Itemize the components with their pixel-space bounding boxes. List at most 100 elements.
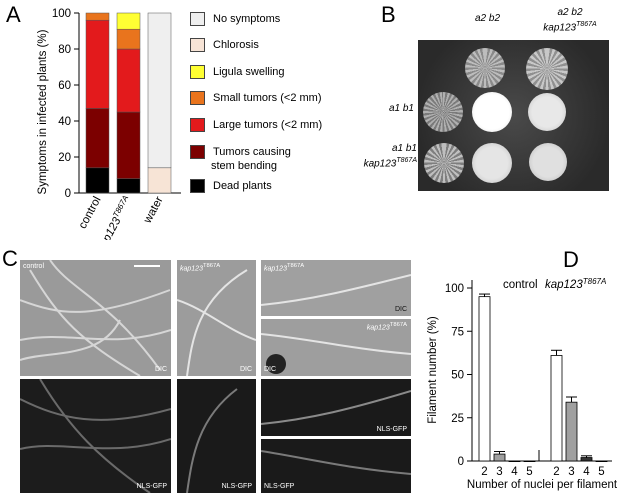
hyphae-drawing <box>20 260 171 376</box>
x-label-water: water <box>141 195 165 226</box>
hypha <box>20 438 171 450</box>
panel-label-d: D <box>563 247 579 272</box>
x-label-kap123-base: kap123 <box>95 215 124 240</box>
dic-label: DIC <box>264 366 277 373</box>
hyphae-drawing <box>261 450 411 475</box>
x-tick-label: 2 <box>553 466 559 478</box>
hyphae-drawing <box>261 274 411 306</box>
symptom-stacked-bar-chart: Symptoms in infected plants (%) 0 20 40 60 8… <box>37 8 181 240</box>
dic-label: DIC <box>394 306 407 313</box>
dic-label: DIC <box>154 366 167 373</box>
legend-dead-plants: Dead plants <box>190 178 272 194</box>
bar-segment <box>147 12 172 169</box>
legend-tumors-stem-bending: Tumors causing <box>190 144 291 160</box>
hypha <box>186 388 238 493</box>
gfp-image-kap1: NLS-GFP <box>177 379 256 493</box>
hypha <box>20 289 171 313</box>
x-tick-label: 2 <box>481 466 487 478</box>
gfp-label: NLS-GFP <box>376 426 407 433</box>
gfp-image-kap3: NLS-GFP <box>261 439 411 493</box>
hyphae-drawing <box>261 333 411 374</box>
bar-segment <box>116 48 141 113</box>
hypha <box>186 269 248 376</box>
bar <box>595 460 608 463</box>
y-tick-label: 50 <box>451 370 464 382</box>
legend-swatch <box>190 38 205 52</box>
bar-segment <box>85 167 110 194</box>
b-row2-line1: a1 b1 <box>391 143 417 154</box>
legend-swatch <box>190 145 205 159</box>
control-label: control <box>23 263 45 270</box>
legend-label: Dead plants <box>213 180 272 192</box>
bar-segment <box>85 19 110 109</box>
b-row2-line2: kap123T867A <box>355 155 417 170</box>
legend-label: Ligula swelling <box>213 66 285 78</box>
kap-label-base: kap123 <box>366 324 390 332</box>
y-tick-label: 100 <box>445 283 464 295</box>
legend-swatch <box>190 65 205 79</box>
legend-chlorosis: Chlorosis <box>190 37 259 53</box>
kap-label: kap123T867A <box>264 263 304 272</box>
b-col2-line1: a2 b2 <box>557 7 583 18</box>
legend-label-continuation: stem bending <box>211 160 278 172</box>
b-col2-sup: T867A <box>576 21 597 28</box>
kap-label: kap123T867A <box>367 322 407 331</box>
gfp-label: NLS-GFP <box>264 483 295 490</box>
legend-ligula-swelling: Ligula swelling <box>190 64 285 80</box>
y-tick-label: 40 <box>58 116 71 128</box>
gfp-label: NLS-GFP <box>136 483 167 490</box>
hypha <box>20 329 171 341</box>
bar-segment <box>147 167 172 194</box>
bar <box>523 460 536 463</box>
hyphae-drawing <box>177 269 256 376</box>
bar-segment <box>116 178 141 194</box>
hypha <box>261 274 411 306</box>
b-row2-label: a1 b1 kap123T867A <box>355 143 417 170</box>
hypha <box>177 299 256 341</box>
legend-swatch <box>190 179 205 193</box>
x-label-control: control <box>77 195 104 231</box>
kap-label-sup: T867A <box>202 263 221 269</box>
gfp-image-kap2: NLS-GFP <box>261 379 411 436</box>
colony <box>529 143 567 181</box>
group-label-kap123-sup: T867A <box>583 277 607 286</box>
kap-label-sup: T867A <box>389 322 407 328</box>
dic-image-control: control DIC <box>20 260 171 376</box>
y-tick-label: 20 <box>58 152 71 164</box>
legend-swatch <box>190 118 205 132</box>
legend-label: Chlorosis <box>213 39 259 51</box>
bar-segment <box>116 12 141 30</box>
y-tick-label: 100 <box>52 8 71 20</box>
x-tick-label: 5 <box>598 466 604 478</box>
legend-large-tumors: Large tumors (<2 mm) <box>190 117 322 133</box>
chart-d-x-axis-label: Number of nuclei per filament <box>467 479 617 491</box>
bar-segment <box>85 12 110 21</box>
kap-label-sup: T867A <box>286 263 305 269</box>
x-tick-label: 3 <box>496 466 502 478</box>
chart-d-y-axis-label: Filament number (%) <box>427 316 439 424</box>
group-label-kap123: kap123T867A <box>545 277 606 291</box>
bar <box>550 355 563 462</box>
x-label-kap123-sup: T867A <box>111 194 130 219</box>
colony <box>423 92 463 132</box>
bar-segment <box>116 28 141 50</box>
b-col1-label: a2 b2 <box>475 13 501 24</box>
debris <box>266 354 286 374</box>
bar-segment <box>85 108 110 169</box>
legend-label: Tumors causing <box>213 146 291 158</box>
hypha <box>20 398 171 421</box>
bar <box>493 453 506 462</box>
gfp-image-control: NLS-GFP <box>20 379 171 493</box>
panel-label-c: C <box>2 246 18 271</box>
hypha <box>261 333 411 355</box>
kap-label: kap123T867A <box>180 263 220 272</box>
x-tick-label: 5 <box>526 466 532 478</box>
y-tick-label: 60 <box>58 80 71 92</box>
y-tick-label: 80 <box>58 44 71 56</box>
legend-swatch <box>190 91 205 105</box>
chart-a-y-axis-label: Symptoms in infected plants (%) <box>37 29 49 194</box>
hypha <box>39 379 151 493</box>
mating-plate-image <box>418 40 609 191</box>
y-tick-label: 25 <box>451 413 464 425</box>
